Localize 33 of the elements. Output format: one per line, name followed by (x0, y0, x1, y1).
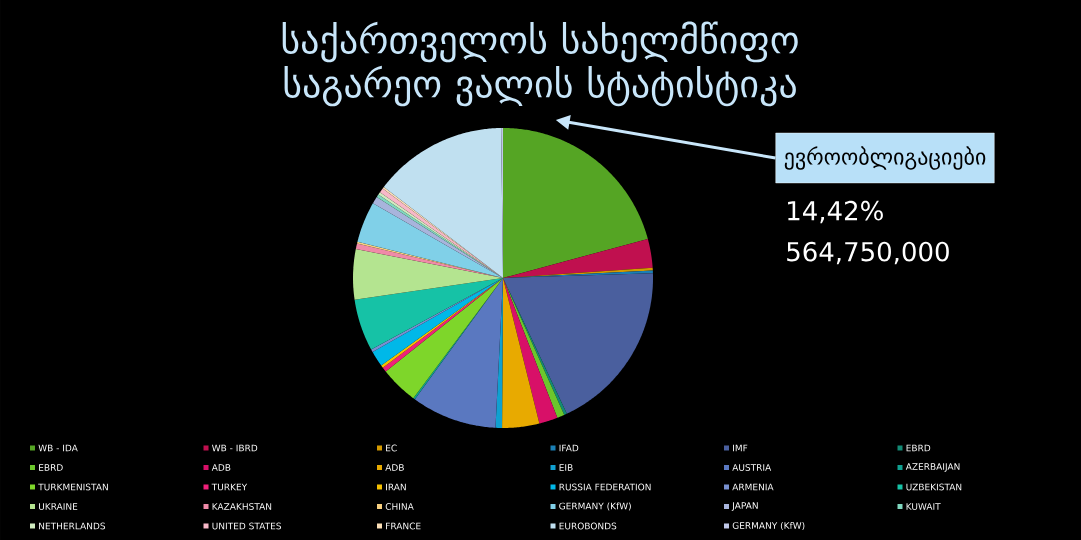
legend-label: NETHERLANDS (39, 522, 106, 530)
legend-label: TURKEY (211, 483, 248, 491)
legend-label: FRANCE (386, 522, 421, 530)
legend-label: IMF (733, 444, 748, 452)
legend-label: CHINA (385, 503, 414, 510)
legend-label: UKRAINE (39, 503, 78, 510)
legend-label: ARMENIA (732, 483, 774, 491)
chart-title: საქართველოს სახელმწიფო საგარეო ვალის სტატისტიკა (282, 21, 798, 107)
legend-label: EUROBONDS (559, 522, 617, 530)
legend-label: RUSSIA FEDERATION (559, 483, 651, 491)
legend-label: EBRD (906, 444, 931, 452)
text: 14,42% (788, 200, 883, 224)
legend-label: AUSTRIA (732, 464, 772, 471)
legend-label: WB - IBRD (212, 444, 258, 452)
legend-label: KUWAIT (906, 503, 941, 510)
legend-label: IFAD (559, 444, 579, 452)
legend-label: GERMANY (KfW) (732, 521, 805, 530)
legend-label: JAPAN (731, 502, 758, 511)
legend-label: EBRD (39, 464, 63, 471)
legend-label: UNITED STATES (212, 522, 282, 530)
legend-label: IRAN (386, 483, 406, 491)
text: ევროობლიგაციები (784, 146, 986, 170)
text: 564,750,000 (787, 241, 949, 265)
legend-label: TURKMENISTAN (38, 483, 108, 491)
legend-label: WB - IDA (38, 444, 78, 452)
legend-label: AZERBAIJAN (905, 463, 960, 472)
legend-label: EIB (559, 464, 573, 471)
legend-label: EC (386, 444, 397, 452)
legend-label: ADB (211, 464, 231, 471)
legend-label: ADB (385, 464, 404, 471)
legend-label: KAZAKHSTAN (212, 503, 272, 510)
legend-label: UZBEKISTAN (906, 483, 962, 491)
legend-label: GERMANY (KfW) (559, 502, 631, 511)
